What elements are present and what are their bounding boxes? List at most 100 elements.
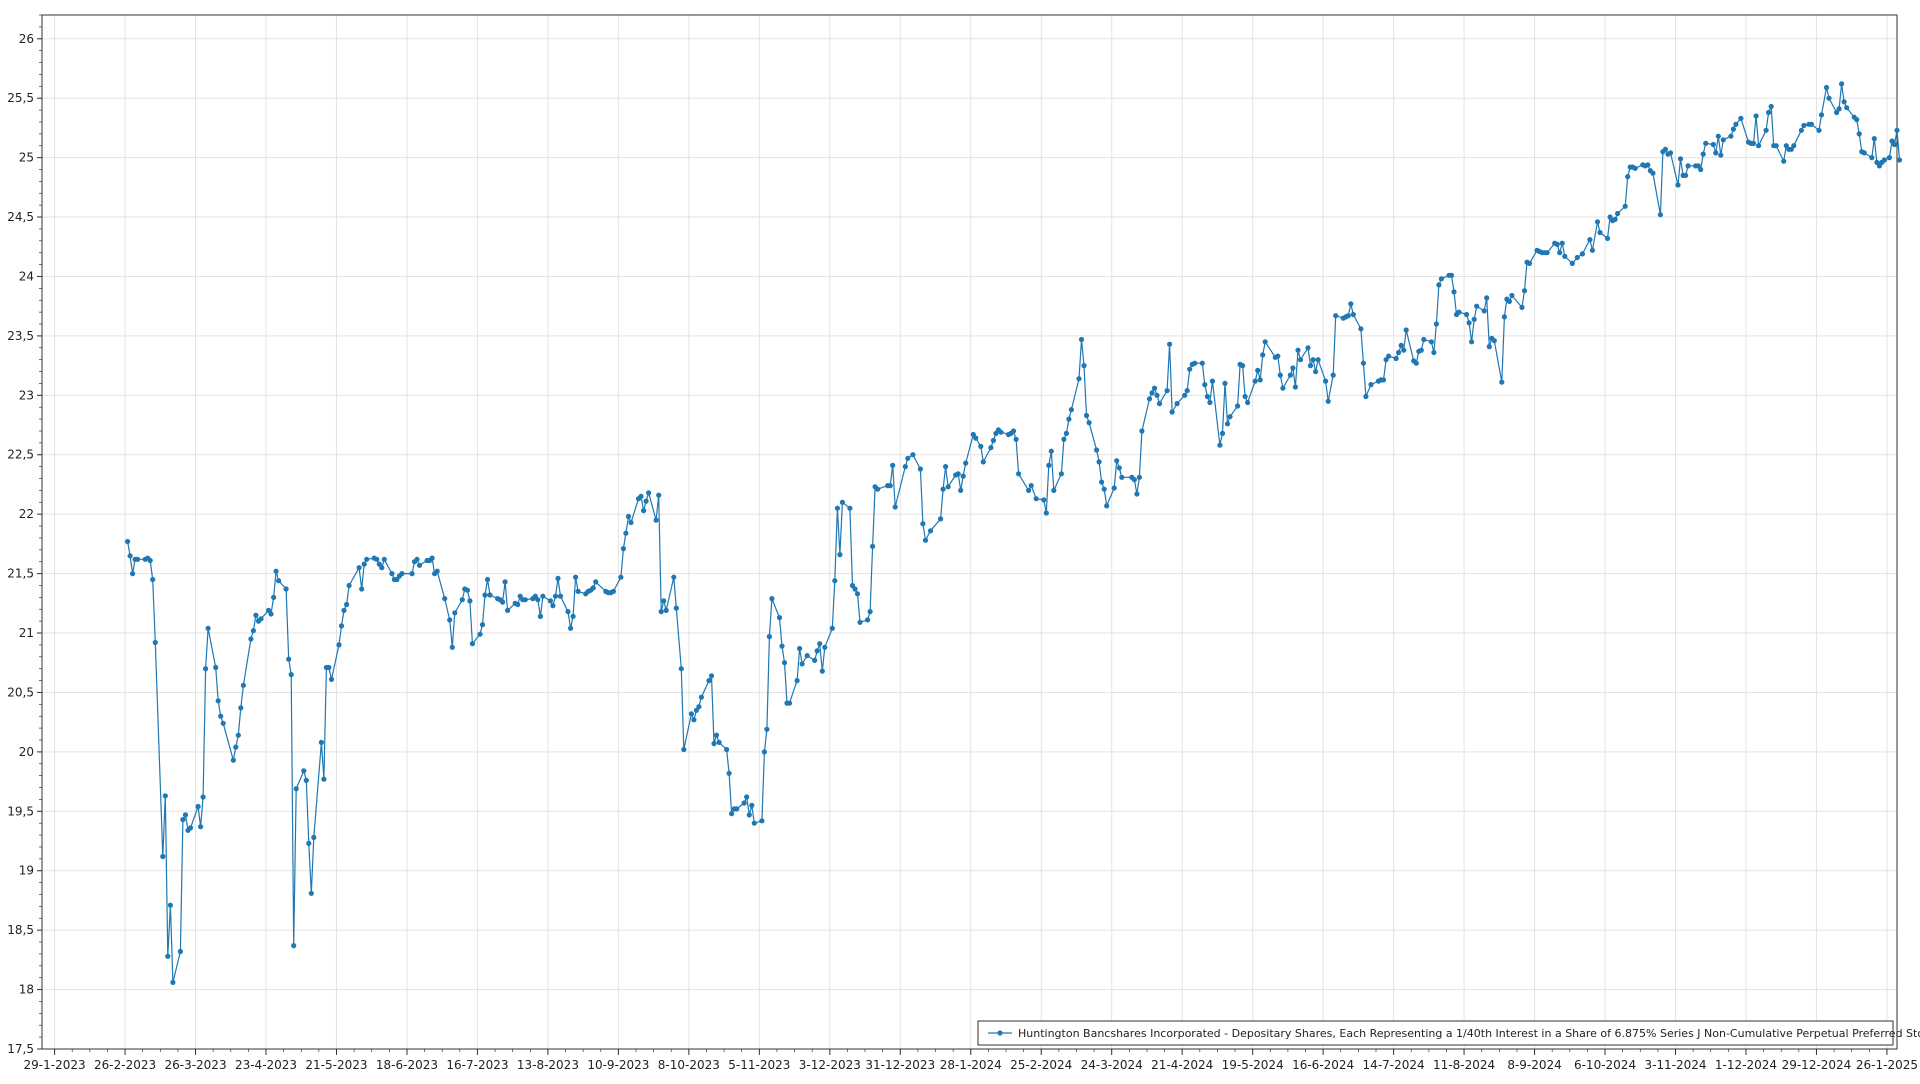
data-point — [195, 803, 201, 810]
data-point — [152, 639, 158, 646]
data-point — [1313, 369, 1319, 375]
data-point — [198, 824, 204, 830]
data-point — [1781, 158, 1787, 164]
data-point — [973, 435, 979, 441]
data-point — [890, 462, 896, 468]
data-point — [766, 634, 773, 640]
data-point — [643, 498, 649, 504]
data-point — [326, 664, 332, 671]
data-point — [1750, 140, 1757, 146]
data-point — [691, 717, 697, 723]
data-point — [1396, 349, 1402, 356]
data-point — [1016, 471, 1022, 477]
data-point — [1083, 412, 1090, 419]
data-point — [867, 609, 873, 615]
data-point — [1421, 336, 1427, 343]
data-point — [1854, 117, 1860, 123]
y-tick-label: 23,5 — [7, 329, 34, 343]
data-point — [681, 746, 687, 753]
data-point — [1182, 392, 1188, 398]
x-tick-label: 24-3-2024 — [1081, 1058, 1143, 1072]
data-point — [1358, 326, 1364, 332]
data-point — [963, 460, 969, 466]
data-point — [1438, 276, 1444, 282]
data-point — [147, 557, 153, 564]
data-point — [125, 538, 131, 545]
data-point — [1154, 392, 1160, 398]
x-tick-label: 18-6-2023 — [376, 1058, 438, 1072]
data-point — [628, 519, 634, 526]
data-point — [688, 711, 695, 717]
data-point — [1730, 126, 1736, 132]
y-tick-label: 25,5 — [7, 91, 34, 105]
data-point — [751, 820, 757, 826]
data-point — [487, 592, 493, 598]
data-point — [1260, 352, 1266, 358]
data-point — [1330, 372, 1336, 378]
data-point — [980, 459, 986, 465]
data-point — [429, 555, 435, 561]
legend-swatch-marker — [997, 1030, 1003, 1036]
data-point — [1010, 428, 1017, 434]
y-tick-label: 17,5 — [7, 1042, 34, 1056]
data-point — [557, 593, 564, 599]
data-point — [1698, 166, 1704, 173]
data-point — [927, 528, 934, 534]
data-point — [165, 953, 171, 959]
data-point — [852, 586, 858, 592]
data-point — [779, 643, 785, 649]
data-point — [482, 592, 488, 598]
data-point — [449, 644, 455, 650]
data-point — [1557, 250, 1563, 256]
data-point — [1119, 474, 1125, 480]
data-point — [1068, 407, 1074, 413]
data-point — [1101, 486, 1107, 492]
data-point — [1104, 503, 1110, 509]
x-tick-label: 23-4-2023 — [235, 1058, 297, 1072]
data-point — [286, 656, 292, 662]
data-point — [711, 741, 717, 747]
data-point — [1675, 182, 1681, 188]
data-point — [998, 429, 1004, 435]
data-point — [328, 676, 335, 683]
data-point — [1469, 339, 1475, 345]
legend: Huntington Bancshares Incorporated - Dep… — [977, 1020, 1920, 1046]
data-point — [1156, 401, 1163, 407]
data-point — [1099, 479, 1105, 485]
data-point — [716, 739, 722, 746]
data-point — [442, 596, 448, 602]
data-point — [346, 582, 352, 589]
data-point — [865, 617, 871, 623]
data-point — [1333, 313, 1339, 319]
data-point — [381, 556, 387, 562]
data-point — [565, 609, 571, 615]
data-point — [1521, 288, 1528, 294]
data-point — [1589, 247, 1595, 253]
data-point — [341, 607, 347, 614]
data-point — [1146, 396, 1153, 402]
data-point — [713, 732, 720, 738]
data-point — [1026, 487, 1032, 493]
data-point — [434, 568, 440, 574]
data-point — [1350, 311, 1356, 318]
data-point — [839, 499, 846, 505]
data-point — [1685, 163, 1691, 169]
data-point — [515, 601, 521, 608]
data-point — [1058, 471, 1064, 477]
data-point — [769, 596, 775, 602]
data-point — [235, 732, 241, 738]
data-point — [1174, 401, 1180, 407]
data-point — [1048, 448, 1054, 454]
data-point — [182, 812, 189, 818]
data-point — [1826, 95, 1832, 101]
data-point — [1207, 399, 1213, 406]
data-point — [620, 546, 627, 552]
y-tick-label: 19,5 — [7, 804, 34, 818]
data-point — [1401, 347, 1407, 353]
data-point — [1474, 303, 1480, 309]
data-point — [1683, 172, 1689, 178]
data-point — [729, 811, 735, 817]
data-point — [318, 739, 324, 746]
data-point — [479, 622, 486, 628]
